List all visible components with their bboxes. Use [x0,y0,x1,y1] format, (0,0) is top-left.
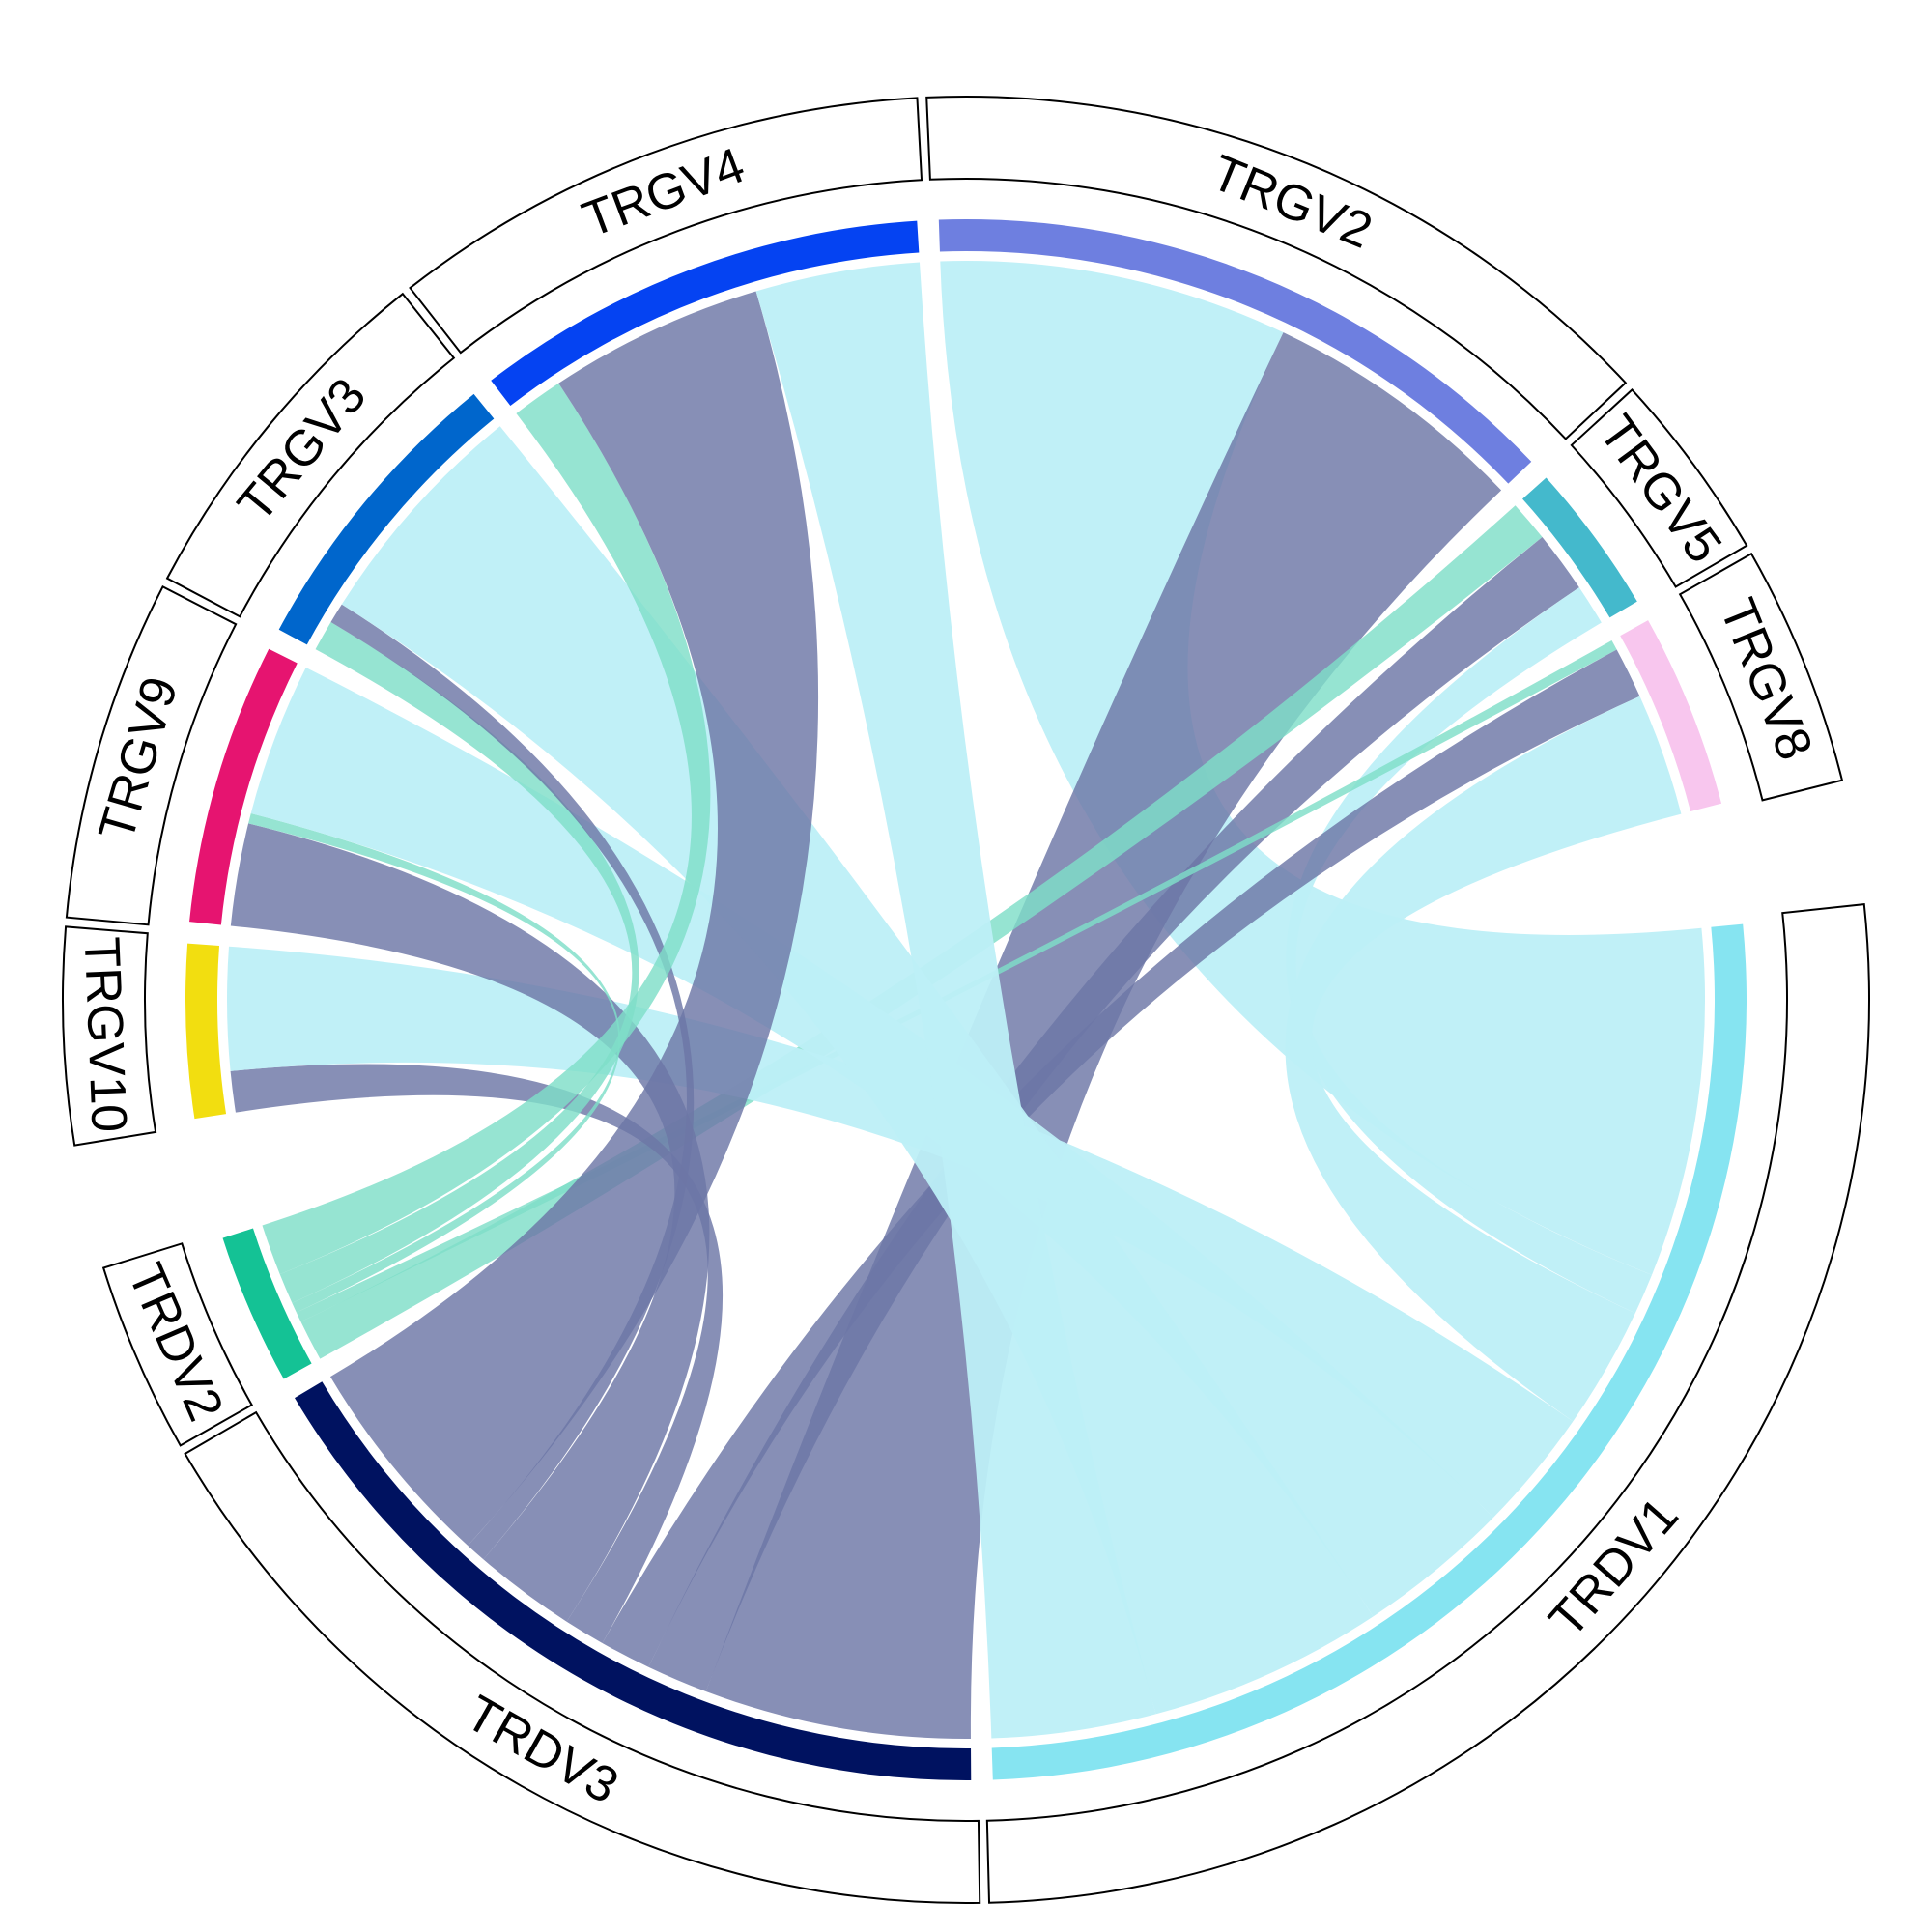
sector-box-trgv4 [409,97,923,355]
chord-link-trgv9-trdv1 [250,668,1494,1617]
sector-track-trgv9 [189,648,298,925]
sector-track-trgv10 [185,943,227,1120]
chord-link-trgv8-trdv1 [1285,696,1682,1422]
sector-track-trgv5 [1522,477,1637,618]
chord-link-trgv4-trdv1 [755,262,1156,1739]
chord-link-trgv5-trdv3 [648,537,1579,1692]
sector-track-trgv4 [491,220,920,407]
sector-box-trgv8 [1678,552,1844,802]
sector-tracks [62,96,1870,1904]
sector-track-trgv2 [938,218,1532,484]
sector-track-trgv8 [1620,620,1722,812]
sector-box-trgv9 [65,584,238,926]
chord-link-trgv10-trdv1 [226,946,1574,1518]
sector-box-trgv10 [62,925,157,1147]
sector-box-trgv3 [165,292,456,618]
sector-box-trdv3 [184,1410,981,1904]
chord-link-trgv5-trdv1 [1286,587,1652,1314]
chord-link-trgv3-trdv2 [279,621,639,1303]
sector-track-trdv3 [294,1381,972,1780]
sector-box-trdv2 [101,1242,254,1447]
chord-link-trgv9-trdv3 [230,823,710,1622]
sector-box-trgv5 [1570,388,1748,588]
chord-link-trgv4-trdv3 [329,291,819,1546]
sector-track-trgv3 [278,393,495,645]
chord-link-trgv2-trdv1 [940,261,1705,1275]
chord-link-trgv3-trdv3 [330,604,695,1560]
sector-box-trgv2 [925,96,1628,440]
chord-link-trgv3-trdv1 [341,426,1374,1715]
chord-link-trgv4-trdv2 [262,383,711,1275]
sector-label-trgv10: TRGV10 [73,936,137,1133]
chord-links [226,261,1705,1739]
chord-link-trgv5-trdv2 [300,505,1543,1359]
chord-link-trgv8-trdv2 [296,640,1617,1322]
sector-box-trdv1 [985,903,1870,1904]
sector-track-trdv2 [222,1228,312,1379]
